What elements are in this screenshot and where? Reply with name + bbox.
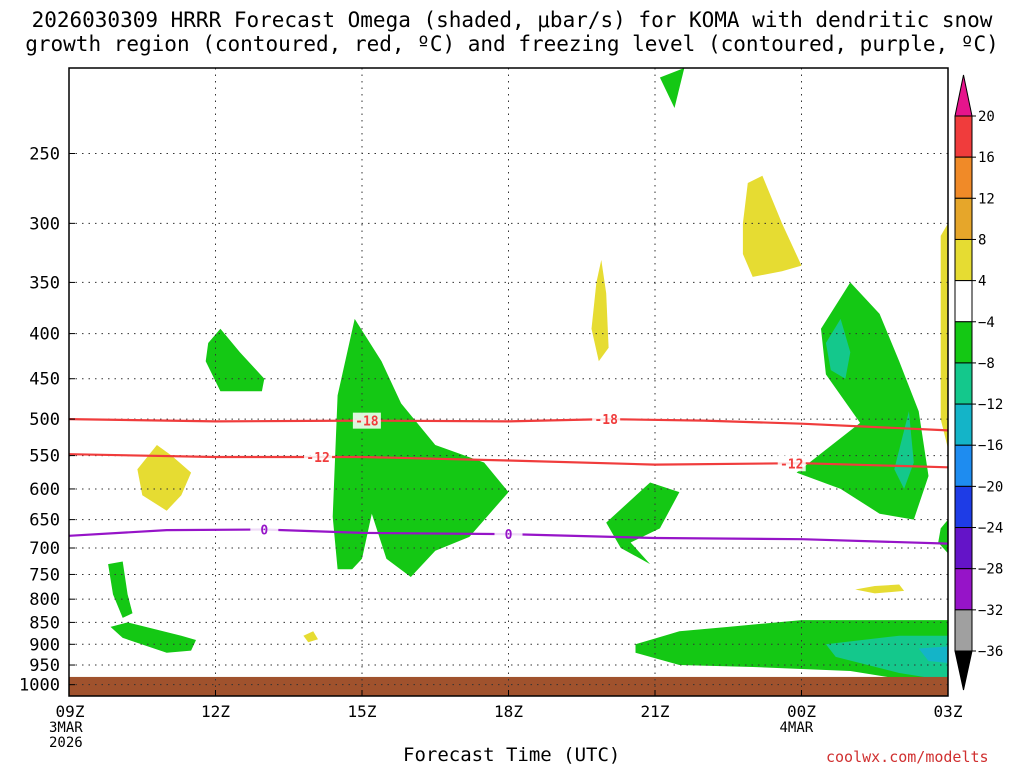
contour-lines: -18 -18 -12 -12 0 0 <box>68 411 949 545</box>
contour-label-dgz-top-1: -18 <box>594 413 618 428</box>
contour-label-bg-freezing-level-1 <box>494 526 523 543</box>
ytick-label-550: 550 <box>29 447 60 467</box>
credit-link[interactable]: coolwx.com/modelts <box>826 748 989 766</box>
colorbar-band-10 <box>954 527 973 570</box>
chart-title-line2: growth region (contoured, red, ºC) and f… <box>25 32 999 56</box>
omega-region-17 <box>303 631 318 643</box>
ytick-label-600: 600 <box>29 480 60 500</box>
xtick-label-21Z: 21Z <box>641 702 670 721</box>
contour-label-dgz-bottom-1: -12 <box>780 457 803 472</box>
colorbar-band-6 <box>954 362 973 405</box>
xtick-label-12Z: 12Z <box>201 702 230 721</box>
colorbar-top-arrow <box>954 74 973 117</box>
omega-region-10 <box>894 411 914 489</box>
xtick-label-18Z: 18Z <box>494 702 523 721</box>
contour-label-freezing-level-1: 0 <box>505 528 513 543</box>
omega-region-11 <box>825 635 948 681</box>
contour-label-bg-dgz-bottom-1 <box>777 455 806 472</box>
omega-region-3 <box>606 482 680 565</box>
omega-region-0 <box>659 68 685 108</box>
ytick-label-900: 900 <box>29 635 60 655</box>
xtick-label-15Z: 15Z <box>348 702 377 721</box>
colorbar-label-1: 16 <box>978 150 995 166</box>
contour-label-dgz-bottom-0: -12 <box>306 451 329 466</box>
colorbar-band-9 <box>954 485 973 529</box>
ytick-label-700: 700 <box>29 539 60 559</box>
grid-lines <box>69 68 948 696</box>
contour-dgz-top <box>68 417 949 432</box>
ytick-label-250: 250 <box>29 144 60 164</box>
ytick-label-850: 850 <box>29 613 60 633</box>
xtick-sublabel-09Z-1: 2026 <box>49 735 83 751</box>
omega-region-14 <box>591 259 609 362</box>
omega-region-8 <box>635 620 948 681</box>
contour-label-bg-dgz-top-0 <box>352 412 381 429</box>
ytick-label-350: 350 <box>29 273 60 293</box>
omega-region-5 <box>938 519 948 554</box>
omega-region-12 <box>918 646 948 663</box>
colorbar-label-12: −32 <box>978 603 1003 619</box>
colorbar-band-11 <box>954 568 973 611</box>
colorbar-label-6: −8 <box>978 356 995 372</box>
colorbar-label-13: −36 <box>978 644 1003 660</box>
xtick-label-00Z: 00Z <box>787 702 816 721</box>
colorbar: 20 16 12 8 4 −4 −8 −12 −16 −20 −24 −28 −32 −36 <box>954 74 1003 691</box>
colorbar-band-2 <box>954 197 973 240</box>
colorbar-label-10: −24 <box>978 521 1003 537</box>
omega-region-16 <box>940 223 948 449</box>
xtick-label-09Z: 09Z <box>56 702 85 721</box>
omega-region-2 <box>332 318 509 577</box>
omega-region-13 <box>137 445 192 511</box>
colorbar-label-5: −4 <box>978 315 995 331</box>
contour-label-freezing-level-0: 0 <box>260 524 268 539</box>
colorbar-label-9: −20 <box>978 479 1003 495</box>
colorbar-band-4 <box>954 280 973 323</box>
colorbar-label-11: −28 <box>978 562 1003 578</box>
ytick-label-500: 500 <box>29 410 60 430</box>
contour-freezing-level <box>68 528 949 545</box>
omega-region-15 <box>742 175 802 277</box>
colorbar-band-1 <box>954 156 973 199</box>
colorbar-band-3 <box>954 238 973 282</box>
contour-label-bg-dgz-top-1 <box>592 411 621 428</box>
omega-region-7 <box>110 622 196 653</box>
y-axis-ticks: 2503003504004505005506006507007508008509… <box>19 144 75 696</box>
x-axis-label: Forecast Time (UTC) <box>403 744 621 766</box>
xtick-sublabel-09Z-0: 3MAR <box>49 720 83 736</box>
colorbar-label-2: 12 <box>978 191 995 207</box>
colorbar-band-7 <box>954 403 973 446</box>
colorbar-band-12 <box>954 609 973 652</box>
xtick-sublabel-00Z-0: 4MAR <box>780 720 814 736</box>
colorbar-label-0: 20 <box>978 109 995 125</box>
ytick-label-800: 800 <box>29 590 60 610</box>
ytick-label-1000: 1000 <box>19 676 60 696</box>
ytick-label-450: 450 <box>29 370 60 390</box>
omega-region-18 <box>855 584 905 594</box>
colorbar-bottom-arrow <box>954 650 973 691</box>
ytick-label-300: 300 <box>29 214 60 234</box>
colorbar-band-0 <box>954 115 973 158</box>
omega-region-9 <box>825 318 851 379</box>
chart-title-line1: 2026030309 HRRR Forecast Omega (shaded, … <box>31 8 993 32</box>
ytick-label-650: 650 <box>29 511 60 531</box>
contour-label-bg-dgz-bottom-0 <box>304 448 333 465</box>
omega-region-6 <box>108 561 133 618</box>
colorbar-label-8: −16 <box>978 438 1003 454</box>
ytick-label-950: 950 <box>29 656 60 676</box>
shaded-regions <box>108 68 948 681</box>
colorbar-band-8 <box>954 444 973 487</box>
xtick-label-03Z: 03Z <box>934 702 963 721</box>
colorbar-band-5 <box>954 321 973 364</box>
colorbar-label-7: −12 <box>978 397 1003 413</box>
colorbar-label-3: 8 <box>978 232 986 248</box>
ytick-label-400: 400 <box>29 325 60 345</box>
contour-label-bg-freezing-level-0 <box>250 521 279 538</box>
ytick-label-750: 750 <box>29 565 60 585</box>
contour-label-dgz-top-0: -18 <box>355 415 379 430</box>
colorbar-label-4: 4 <box>978 274 986 290</box>
omega-region-1 <box>205 328 265 392</box>
